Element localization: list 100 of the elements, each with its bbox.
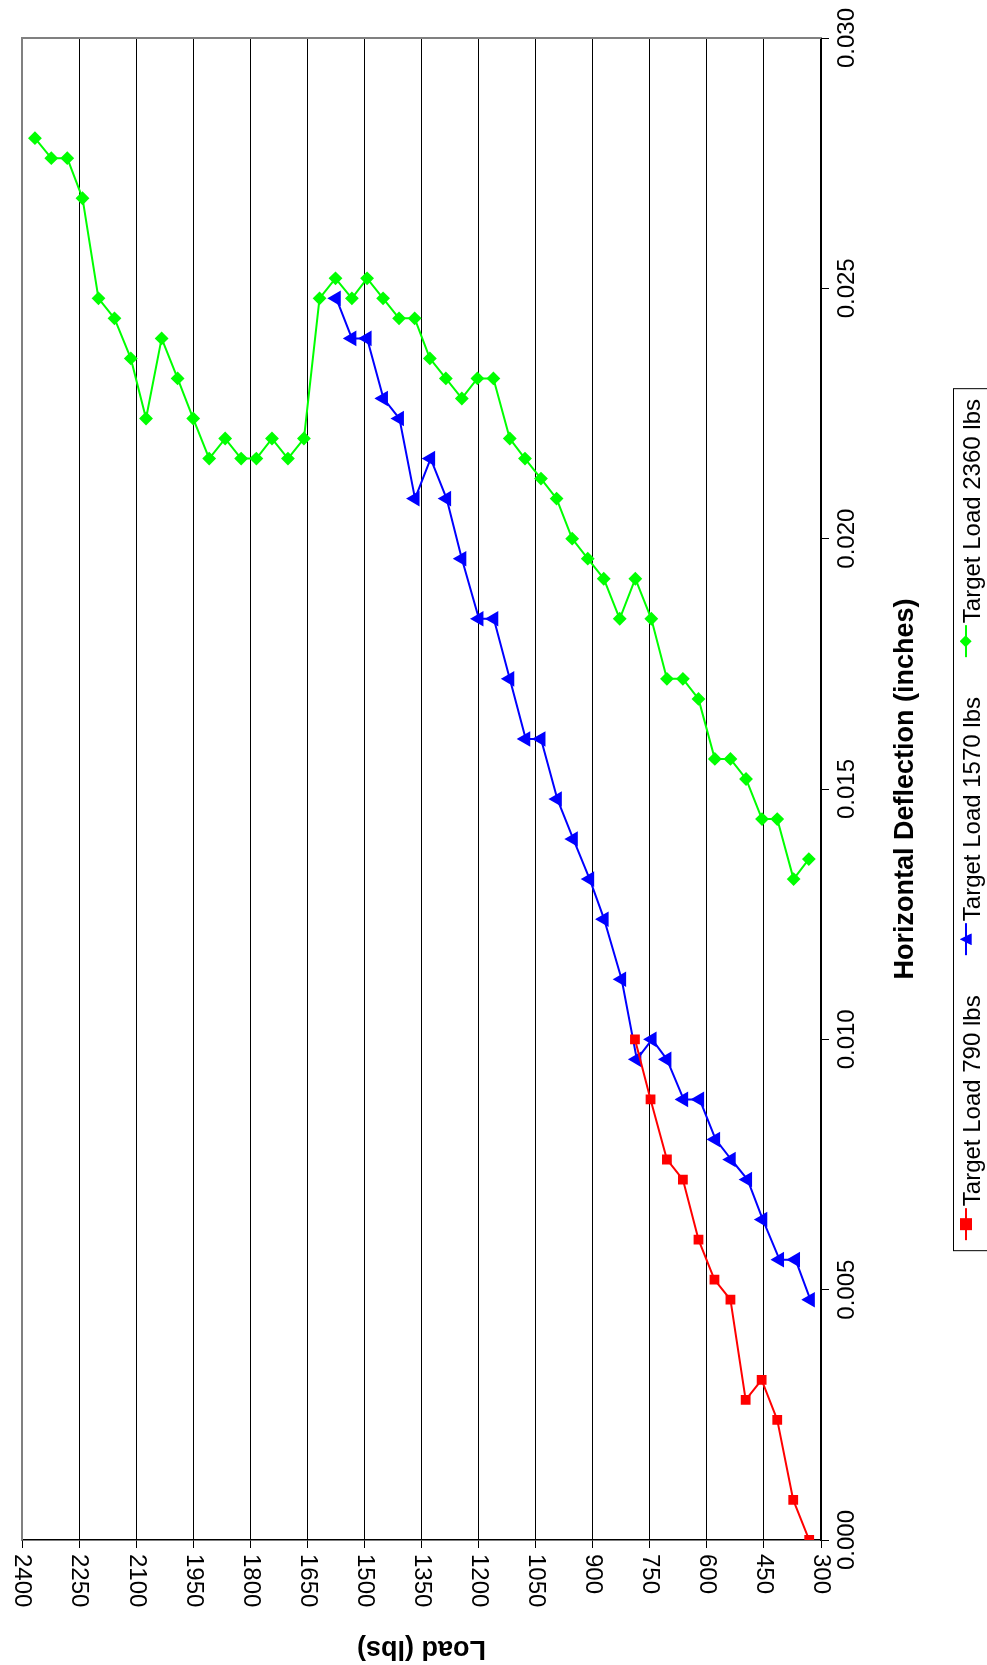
point (501, 671, 515, 686)
point (423, 351, 437, 365)
point (76, 191, 89, 205)
point (788, 1495, 799, 1505)
point (739, 772, 753, 786)
point (770, 812, 784, 826)
point (644, 612, 658, 626)
point (107, 311, 121, 325)
x-tick-label: 2400 (10, 1554, 38, 1608)
point (802, 852, 816, 866)
x-tick-label: 900 (581, 1554, 609, 1595)
x-tick-label: 1350 (409, 1554, 437, 1608)
point (470, 371, 484, 385)
point (518, 452, 532, 466)
point (678, 1174, 688, 1185)
x-tick-label: 1050 (524, 1554, 552, 1608)
point (532, 731, 546, 746)
point (802, 1292, 815, 1307)
point (281, 452, 295, 466)
y-tick-label: 0.015 (831, 758, 859, 820)
point (756, 1374, 767, 1385)
point (787, 872, 801, 886)
point (787, 1252, 801, 1267)
point (28, 131, 42, 145)
point (755, 812, 769, 826)
point (772, 1414, 783, 1425)
point (534, 472, 548, 486)
point (613, 612, 627, 626)
y-tick-label: 0.005 (831, 1259, 859, 1320)
point (265, 432, 279, 446)
point (44, 151, 58, 165)
x-tick-label: 2100 (124, 1554, 152, 1608)
text: Target Load 2360 lbs (958, 398, 985, 623)
point (597, 572, 611, 586)
point (249, 452, 263, 466)
point (675, 1092, 689, 1107)
point (658, 1052, 672, 1067)
text: Target Load 1570 lbs (958, 696, 985, 921)
point (313, 291, 327, 305)
point (754, 1212, 768, 1227)
point (345, 291, 359, 305)
point (485, 611, 499, 626)
point (708, 752, 722, 766)
point (723, 752, 737, 766)
point (408, 311, 422, 325)
point (628, 572, 642, 586)
point (771, 1252, 785, 1267)
point (691, 692, 705, 706)
point (171, 371, 185, 385)
point (709, 1274, 720, 1285)
point (453, 551, 467, 566)
point (550, 492, 564, 506)
point (739, 1172, 753, 1187)
point (630, 1034, 640, 1045)
point (725, 1294, 736, 1305)
point (707, 1132, 721, 1147)
point (503, 432, 517, 446)
point (438, 491, 452, 506)
x-tick-label: 1800 (238, 1554, 266, 1608)
point (60, 151, 74, 165)
point (186, 412, 200, 426)
x-tick-label: 1200 (466, 1554, 494, 1608)
point (422, 451, 436, 466)
point (596, 912, 609, 927)
y-tick-label: 0.030 (831, 7, 859, 69)
x-tick-label: 750 (638, 1554, 666, 1595)
point (376, 291, 390, 305)
point (723, 1152, 736, 1167)
point (740, 1394, 751, 1405)
point (328, 291, 341, 306)
point (455, 391, 469, 405)
point (359, 331, 372, 346)
point (392, 311, 406, 325)
point (297, 432, 311, 446)
point (218, 432, 232, 446)
point (565, 832, 578, 847)
x-axis-title: Load (lbs) (357, 1634, 486, 1665)
point (549, 791, 562, 807)
y-axis-title: Horizontal Deflection (inches) (889, 598, 920, 980)
point (124, 351, 138, 365)
point (470, 611, 484, 626)
point (234, 452, 248, 466)
text: Target Load 790 lbs (958, 994, 985, 1206)
x-tick-label: 1950 (181, 1554, 209, 1608)
x-tick-label: 1500 (352, 1554, 380, 1608)
point (644, 1032, 657, 1047)
x-tick-label: 1650 (295, 1554, 323, 1608)
point (660, 672, 674, 686)
point (486, 371, 500, 385)
point (391, 411, 404, 426)
point (613, 972, 627, 987)
point (676, 672, 690, 686)
point (581, 552, 595, 566)
point (662, 1154, 672, 1165)
x-tick-label: 2250 (67, 1554, 95, 1608)
x-tick-label: 450 (752, 1554, 780, 1595)
point (691, 1092, 705, 1107)
point (439, 371, 453, 385)
point (139, 412, 153, 426)
point (517, 731, 531, 746)
